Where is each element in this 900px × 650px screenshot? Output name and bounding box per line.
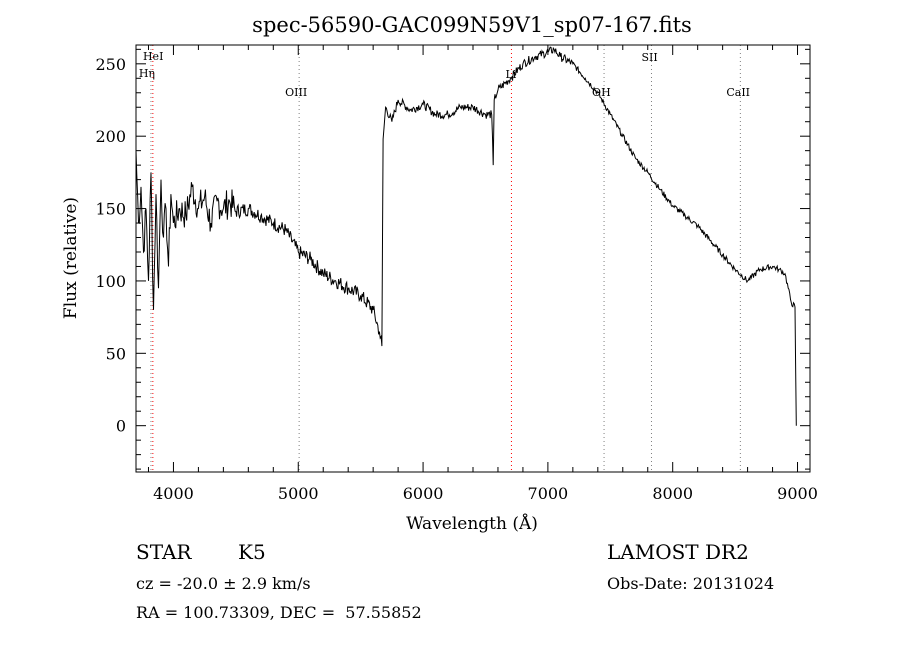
- y-axis-label: Flux (relative): [61, 197, 81, 319]
- x-tick-label: 6000: [403, 484, 444, 503]
- line-marker-label: OIII: [285, 86, 307, 99]
- x-axis: 4000 5000 6000 7000 8000 9000: [147, 45, 818, 503]
- line-marker-label: OH: [592, 86, 611, 99]
- x-tick-label: 4000: [153, 484, 194, 503]
- line-marker-label: HeI: [143, 50, 163, 63]
- line-marker-label: SII: [641, 51, 657, 64]
- x-tick-label: 8000: [652, 484, 693, 503]
- x-tick-label: 5000: [278, 484, 319, 503]
- line-marker-label: Li: [505, 68, 516, 81]
- line-marker-label: CaII: [726, 86, 750, 99]
- chart-title: spec-56590-GAC099N59V1_sp07-167.fits: [252, 13, 692, 37]
- object-subclass: K5: [238, 540, 266, 564]
- object-class: STAR: [136, 540, 192, 564]
- y-axis: 0 50 100 150 200 250: [95, 48, 810, 470]
- coordinates: RA = 100.73309, DEC = 57.55852: [136, 603, 422, 622]
- y-tick-label: 100: [95, 272, 126, 291]
- spectrum-line: [135, 46, 797, 426]
- y-tick-label: 200: [95, 127, 126, 146]
- survey-name: LAMOST DR2: [607, 540, 749, 564]
- y-tick-label: 50: [106, 344, 126, 363]
- x-tick-label: 9000: [777, 484, 818, 503]
- y-tick-label: 0: [116, 417, 126, 436]
- x-tick-label: 7000: [528, 484, 569, 503]
- line-markers: HeI Hη OIII Li OH SII CaII: [139, 45, 750, 472]
- y-tick-label: 150: [95, 200, 126, 219]
- redshift-readout: cz = -20.0 ± 2.9 km/s: [136, 574, 311, 593]
- line-marker-label: Hη: [139, 67, 155, 80]
- obs-date: Obs-Date: 20131024: [607, 574, 775, 593]
- y-tick-label: 250: [95, 55, 126, 74]
- x-axis-label: Wavelength (Å): [406, 513, 538, 534]
- spectrum-series: [135, 46, 797, 426]
